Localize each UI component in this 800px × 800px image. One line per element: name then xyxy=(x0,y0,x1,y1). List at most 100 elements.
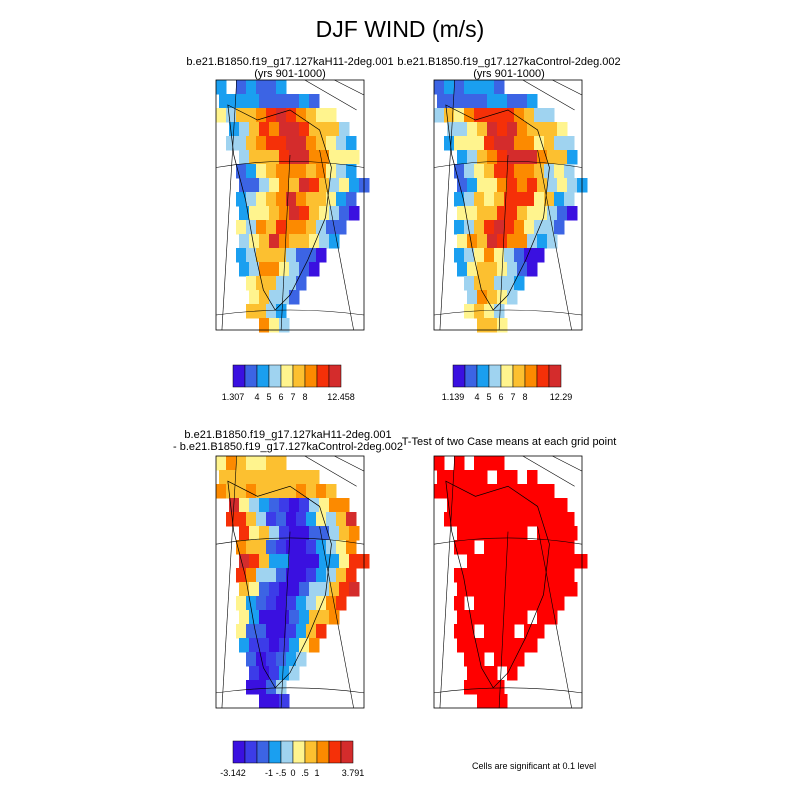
cb3-box-9 xyxy=(340,740,354,764)
p3-cell xyxy=(246,568,257,583)
p4-cell xyxy=(567,526,578,541)
p1-cell xyxy=(309,262,320,277)
p4-cell xyxy=(484,596,495,611)
p1-cell xyxy=(336,192,347,207)
p3-cell xyxy=(239,554,250,569)
p1-cell xyxy=(316,248,327,263)
p1-cell xyxy=(269,94,280,109)
p4-cells xyxy=(434,456,588,709)
p2-cell xyxy=(517,234,528,249)
p3-cell xyxy=(259,526,270,541)
p4-cell xyxy=(497,610,508,625)
p1-cell xyxy=(329,150,340,165)
p4-cell xyxy=(507,526,518,541)
cb1-box-7 xyxy=(316,364,330,388)
p3-cell xyxy=(259,666,270,681)
p3-cell xyxy=(309,610,320,625)
cb3-box-5 xyxy=(292,740,306,764)
p3-cell xyxy=(239,582,250,597)
p1-cell xyxy=(276,192,287,207)
p4-cell xyxy=(567,582,578,597)
cb2-box-0 xyxy=(452,364,466,388)
p4-cell xyxy=(557,554,568,569)
panel-3-title-line1: b.e21.B1850.f19_g17.127kaH11-2deg.001 xyxy=(184,429,392,441)
p4-cell xyxy=(554,540,565,555)
p2-cell xyxy=(464,80,475,95)
p3-cell xyxy=(316,484,327,499)
p2-cell xyxy=(544,220,555,235)
p1-cell xyxy=(279,150,290,165)
p4-cell xyxy=(464,540,475,555)
p2-cell xyxy=(477,234,488,249)
p3-cell xyxy=(266,484,277,499)
p4-cell xyxy=(474,512,485,527)
p4-cell xyxy=(454,624,465,639)
p1-cell xyxy=(326,136,337,151)
p4-cell xyxy=(557,526,568,541)
p1-cell xyxy=(336,164,347,179)
p1-cell xyxy=(336,220,347,235)
p2-cell xyxy=(477,262,488,277)
p1-cell xyxy=(346,136,357,151)
cb1-box-5 xyxy=(292,364,306,388)
p2-cell xyxy=(477,178,488,193)
p3-cell xyxy=(296,652,307,667)
p1-cell xyxy=(246,164,257,179)
p4-cell xyxy=(467,498,478,513)
p4-cell xyxy=(494,484,505,499)
p1-cell xyxy=(289,122,300,137)
p2-cell xyxy=(434,80,445,95)
p1-cell xyxy=(299,234,310,249)
p3-cell xyxy=(279,666,290,681)
p4-cell xyxy=(497,470,508,485)
p3-cell xyxy=(319,526,330,541)
cb3-box-4 xyxy=(280,740,294,764)
p1-cell xyxy=(259,150,270,165)
p3-cell xyxy=(319,582,330,597)
p1-cell xyxy=(319,150,330,165)
p1-cell xyxy=(349,150,360,165)
p3-cell xyxy=(239,526,250,541)
p3-cell xyxy=(236,484,247,499)
p4-cell xyxy=(464,512,475,527)
p4-cell xyxy=(537,554,548,569)
p4-cell xyxy=(517,610,528,625)
p1-cell xyxy=(289,234,300,249)
p3-cell xyxy=(336,568,347,583)
p4-cell xyxy=(494,596,505,611)
p1-cell xyxy=(346,192,357,207)
p1-cell xyxy=(249,262,260,277)
p3-cell xyxy=(236,568,247,583)
p2-cell xyxy=(494,220,505,235)
p1-cell xyxy=(329,122,340,137)
p2-cell xyxy=(477,122,488,137)
p4-cell xyxy=(494,456,505,471)
p1-cell xyxy=(246,136,257,151)
p1-cell xyxy=(339,206,350,221)
p4-cell xyxy=(484,568,495,583)
p4-cell xyxy=(564,540,575,555)
p2-cell xyxy=(464,136,475,151)
p4-cell xyxy=(494,652,505,667)
p3-cell xyxy=(306,568,317,583)
p3-cell xyxy=(306,540,317,555)
p3-cell xyxy=(236,596,247,611)
p3-cell xyxy=(256,540,267,555)
p2-cell xyxy=(477,318,488,333)
p3-cell xyxy=(259,498,270,513)
p1-cell xyxy=(239,94,250,109)
p3-cell xyxy=(289,638,300,653)
p4-cell xyxy=(457,498,468,513)
p1-cell xyxy=(299,178,310,193)
p4-cell xyxy=(547,554,558,569)
p3-cell xyxy=(289,554,300,569)
p4-cell xyxy=(477,610,488,625)
p2-cell xyxy=(454,192,465,207)
p2-cell xyxy=(467,206,478,221)
p2-cell xyxy=(514,248,525,263)
p1-cell xyxy=(276,164,287,179)
p1-cell xyxy=(299,206,310,221)
p4-cell xyxy=(457,470,468,485)
p4-cell xyxy=(514,652,525,667)
p4-cell xyxy=(507,554,518,569)
